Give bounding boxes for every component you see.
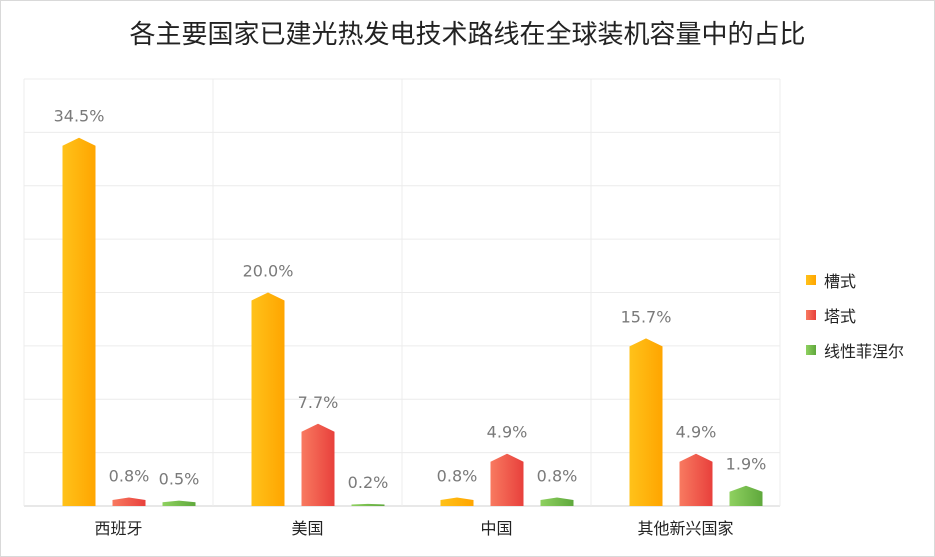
category-tick-label: 西班牙 [94, 519, 142, 538]
bar-1-2 [490, 453, 524, 506]
category-tick-label: 美国 [291, 519, 323, 538]
data-label: 34.5% [54, 107, 105, 126]
bar-1-0 [112, 497, 146, 506]
legend-label-tower: 塔式 [824, 306, 857, 326]
bar-1-3 [679, 453, 713, 506]
data-label: 0.5% [159, 470, 200, 489]
legend-item-trough: 槽式 [806, 262, 904, 297]
data-label: 0.8% [109, 466, 150, 485]
bar-1-1 [301, 423, 335, 506]
bar-0-2 [440, 497, 474, 506]
chart-title: 各主要国家已建光热发电技术路线在全球装机容量中的占比 [129, 20, 806, 50]
data-label: 4.9% [487, 423, 528, 442]
legend-label-fresnel: 线性菲涅尔 [824, 341, 905, 361]
bar-2-0 [162, 500, 196, 506]
data-label: 7.7% [298, 393, 339, 412]
legend-item-fresnel: 线性菲涅尔 [806, 332, 904, 367]
legend-swatch-fresnel [806, 344, 816, 355]
data-label: 15.7% [621, 307, 672, 326]
data-label: 0.2% [348, 473, 389, 492]
category-tick-label: 其他新兴国家 [637, 519, 733, 538]
data-label: 1.9% [726, 455, 767, 474]
chart-legend: 槽式 塔式 线性菲涅尔 [806, 262, 904, 367]
bar-2-2 [540, 497, 574, 506]
data-label: 0.8% [537, 466, 578, 485]
bar-0-1 [251, 292, 285, 506]
legend-swatch-trough [806, 274, 816, 285]
bar-0-0 [62, 137, 96, 506]
legend-label-trough: 槽式 [824, 271, 857, 291]
bar-2-1 [351, 503, 385, 506]
bar-2-3 [729, 485, 763, 506]
data-label: 0.8% [437, 466, 478, 485]
legend-swatch-tower [806, 309, 816, 320]
data-label: 4.9% [676, 423, 717, 442]
bar-0-3 [629, 338, 663, 506]
category-tick-label: 中国 [480, 519, 512, 538]
legend-item-tower: 塔式 [806, 297, 904, 332]
data-label: 20.0% [243, 262, 294, 281]
